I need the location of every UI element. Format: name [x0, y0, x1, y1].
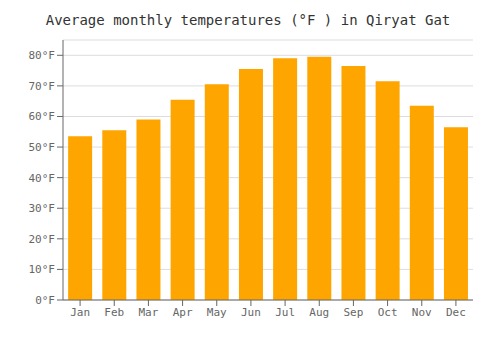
svg-text:Sep: Sep	[343, 306, 363, 319]
svg-text:Jan: Jan	[70, 306, 90, 319]
svg-text:10°F: 10°F	[29, 263, 56, 276]
svg-text:Apr: Apr	[173, 306, 193, 319]
svg-text:Jun: Jun	[241, 306, 261, 319]
svg-text:70°F: 70°F	[29, 80, 56, 93]
svg-text:May: May	[207, 306, 227, 319]
svg-text:40°F: 40°F	[29, 172, 56, 185]
html-text:Average monthly temperatures (: Average monthly temperatures (°F ) in Qi…	[45, 12, 451, 28]
svg-text:Dec: Dec	[446, 306, 466, 319]
svg-text:Oct: Oct	[378, 306, 398, 319]
svg-text:Nov: Nov	[412, 306, 432, 319]
svg-text:30°F: 30°F	[29, 202, 56, 215]
svg-text:60°F: 60°F	[29, 110, 56, 123]
svg-text:50°F: 50°F	[29, 141, 56, 154]
svg-text:0°F: 0°F	[35, 294, 55, 307]
svg-text:80°F: 80°F	[29, 49, 56, 62]
svg-text:Feb: Feb	[104, 306, 124, 319]
svg-text:Mar: Mar	[138, 306, 158, 319]
svg-text:20°F: 20°F	[29, 233, 56, 246]
svg-text:Aug: Aug	[309, 306, 329, 319]
svg-text:Jul: Jul	[275, 306, 295, 319]
